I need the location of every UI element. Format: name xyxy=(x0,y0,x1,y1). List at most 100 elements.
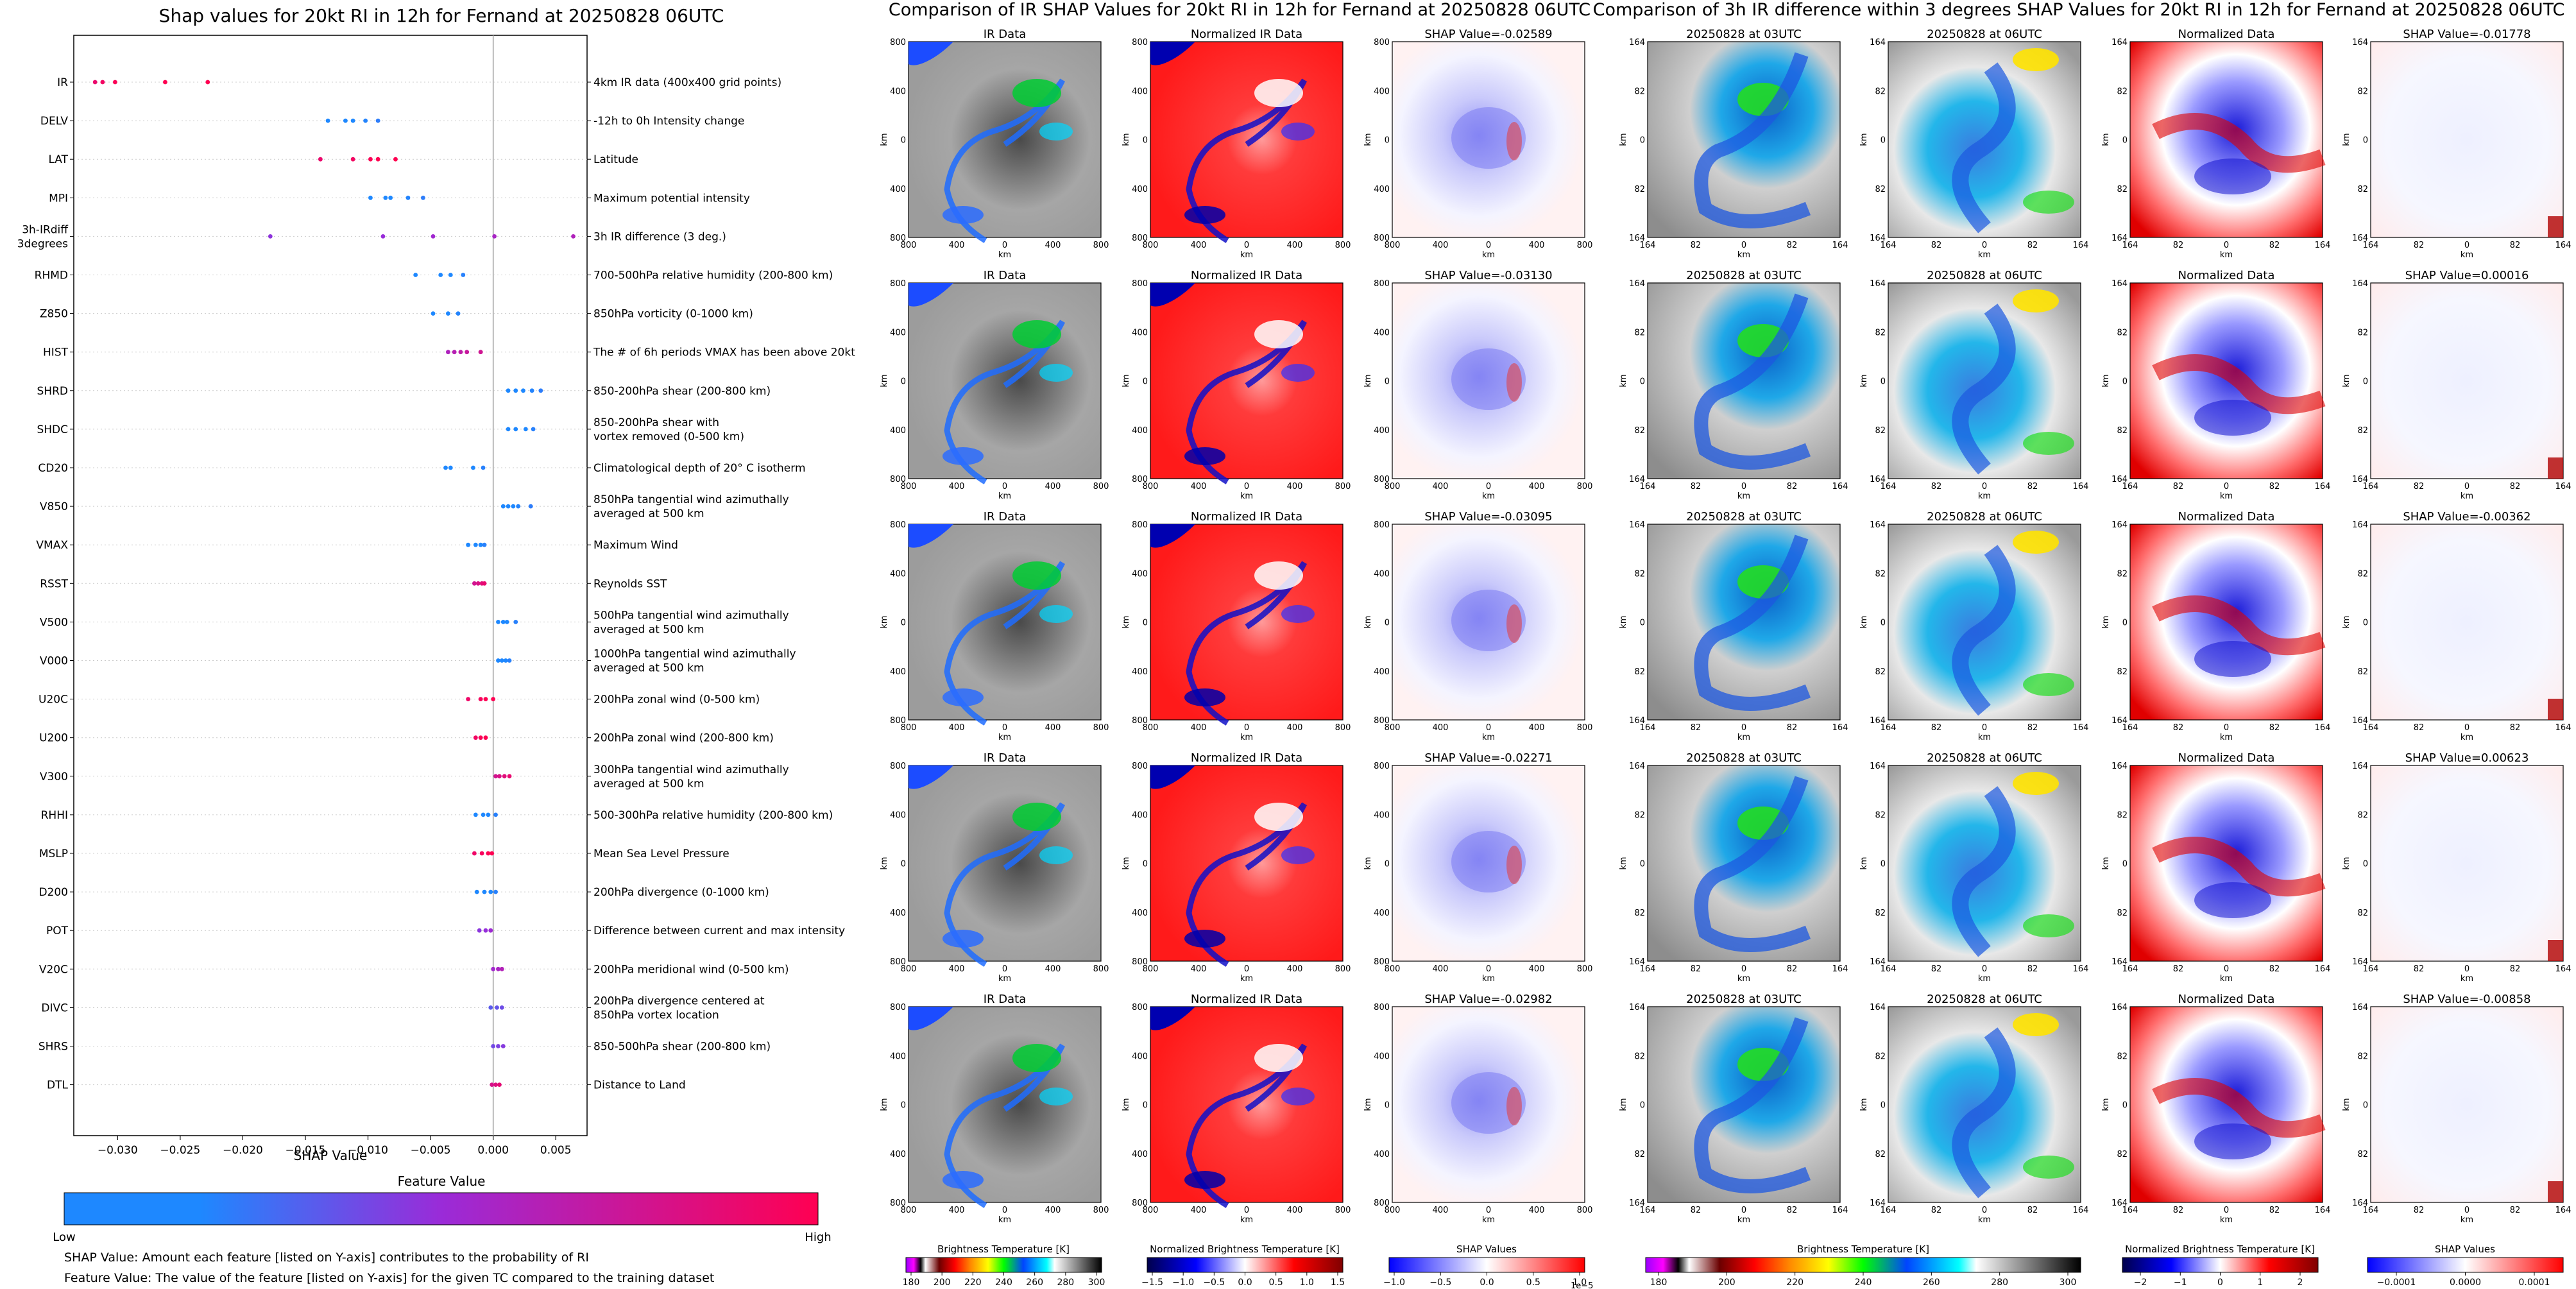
panel-ytick-label: 400 xyxy=(890,185,906,194)
shap-corner xyxy=(2548,457,2563,479)
panel-ytick-label: 400 xyxy=(1374,87,1390,96)
diff-map-panel: Normalized Data 164 82 0 82 164 km 164 82 0 82 164 k… xyxy=(2101,751,2330,984)
panel-ytick-label: 800 xyxy=(1374,762,1390,771)
cloud-patch xyxy=(1039,1088,1073,1105)
panel-xtick-label: 82 xyxy=(1931,723,1942,733)
panel-ytick-label: 800 xyxy=(1132,475,1148,484)
ir-map-panel: Normalized IR Data 800 400 0 400 800 km 800 400 0… xyxy=(1122,269,1351,501)
shap-point xyxy=(493,812,498,817)
storm-core xyxy=(1254,803,1303,831)
cloud-patch xyxy=(1150,1007,1195,1030)
panel-ytick-label: 164 xyxy=(1870,520,1886,530)
panel-ytick-label: 800 xyxy=(1374,520,1390,530)
shap-point xyxy=(504,620,509,624)
shap-point xyxy=(488,1005,493,1010)
panel-ylabel: km xyxy=(880,133,889,146)
feature-description: 850-200hPa shear with vortex removed (0-5… xyxy=(593,416,744,443)
panel-ytick-label: 82 xyxy=(2117,1150,2128,1159)
feature-name: LAT xyxy=(48,153,68,166)
diff-panel-subtitle: Normalized Data xyxy=(2178,751,2275,765)
feature-low-label: Low xyxy=(53,1231,75,1244)
shap-point xyxy=(482,581,487,586)
panel-xtick-label: 82 xyxy=(1787,1206,1798,1215)
colorbar-tick-label: 0.5 xyxy=(1269,1277,1283,1288)
panel-xtick-label: 400 xyxy=(1191,241,1207,250)
cloud-band xyxy=(1694,534,1811,711)
colorbar-tick-label: −2 xyxy=(2134,1277,2147,1288)
feature-row: RHMD 700-500hPa relative humidity (200-80… xyxy=(35,269,833,282)
panel-ytick-label: 400 xyxy=(890,1052,906,1061)
panel-ytick-label: 800 xyxy=(1374,475,1390,484)
panel-xtick-label: 0 xyxy=(1741,241,1746,250)
shap-point xyxy=(431,311,436,316)
shap-point xyxy=(499,658,504,663)
colorbar-tick-label: −0.5 xyxy=(1203,1277,1225,1288)
feature-row: RHHI 500-300hPa relative humidity (200-80… xyxy=(41,809,833,822)
panel-xtick-label: 164 xyxy=(2122,964,2138,974)
colorbar-tick-label: 220 xyxy=(1786,1277,1804,1288)
diff-map-panel: SHAP Value=-0.01778 164 82 0 82 164 km 164 82 0 82… xyxy=(2342,28,2571,260)
feature-description: Maximum potential intensity xyxy=(593,192,750,205)
cloud-band xyxy=(1694,52,1811,228)
shap-point xyxy=(486,851,491,856)
shap-point xyxy=(473,542,478,547)
panel-xtick-label: 82 xyxy=(1691,241,1702,250)
panel-ylabel: km xyxy=(2342,133,2351,146)
panel-ytick-label: 82 xyxy=(2357,810,2368,820)
shap-point xyxy=(571,234,576,239)
panel-xtick-label: 82 xyxy=(1691,1206,1702,1215)
cloud-core xyxy=(2023,191,2074,214)
shap-point xyxy=(478,542,483,547)
diff-map-panel: 20250828 at 03UTC 164 82 0 82 164 km 164 82 0 82 16… xyxy=(1619,28,1848,260)
shap-point xyxy=(205,80,210,85)
panel-xtick-label: 82 xyxy=(2269,482,2280,491)
colorbar-tick-label: 1.0 xyxy=(1300,1277,1314,1288)
panel-xtick-label: 0 xyxy=(1486,241,1491,250)
feature-description: Climatological depth of 20° C isotherm xyxy=(593,462,806,475)
panel-ytick-label: 400 xyxy=(890,328,906,337)
panel-ytick-label: 400 xyxy=(1374,426,1390,436)
shap-point xyxy=(318,157,323,162)
panel-xlabel: km xyxy=(2461,733,2473,742)
panel-xtick-label: 164 xyxy=(2315,723,2331,733)
feature-row: IR 4km IR data (400x400 grid points) xyxy=(57,76,781,89)
panel-xtick-label: 82 xyxy=(2269,964,2280,974)
shap-point xyxy=(492,234,497,239)
shap-point xyxy=(363,118,368,123)
cloud-patch xyxy=(1150,765,1195,789)
diff-map-panel: SHAP Value=0.00016 164 82 0 82 164 km 164 82 0 82 1… xyxy=(2342,269,2571,501)
diff-map-panel: 20250828 at 06UTC 164 82 0 82 164 km 164 82 0 82 16… xyxy=(1859,269,2088,501)
diff-map-panel: 20250828 at 03UTC 164 82 0 82 164 km 164 82 0 82 16… xyxy=(1619,269,1848,501)
panel-ytick-label: 82 xyxy=(2357,87,2368,96)
cloud-patch xyxy=(1281,846,1315,864)
panel-ytick-label: 0 xyxy=(1881,860,1886,869)
diff-band xyxy=(2152,1078,2326,1138)
xtick-label: −0.020 xyxy=(223,1144,263,1157)
feature-name: HIST xyxy=(43,346,69,359)
panel-xtick-label: 0 xyxy=(1002,723,1007,733)
shap-point xyxy=(481,465,486,470)
diff-band xyxy=(2152,354,2326,414)
panel-xtick-label: 0 xyxy=(1486,1206,1491,1215)
storm-core xyxy=(1254,561,1303,590)
panel-ytick-label: 82 xyxy=(1634,328,1645,337)
panel-xtick-label: 164 xyxy=(2363,241,2379,250)
shap-point xyxy=(413,273,418,277)
panel-xtick-label: 82 xyxy=(2027,241,2038,250)
panel-ytick-label: 82 xyxy=(1634,909,1645,918)
shap-point xyxy=(486,812,491,817)
panel-ytick-label: 0 xyxy=(901,1101,906,1111)
panel-xtick-label: 82 xyxy=(2510,723,2521,733)
shap-point xyxy=(516,504,521,509)
feature-row: V300 300hPa tangential wind azimuthally av… xyxy=(40,764,789,790)
panel-ytick-label: 0 xyxy=(1640,136,1645,146)
panel-ytick-label: 82 xyxy=(2357,1052,2368,1061)
colorbar-tick-label: −0.0001 xyxy=(2377,1277,2416,1288)
panel-ytick-label: 0 xyxy=(1385,860,1390,869)
colorbar-tick-label: 260 xyxy=(1923,1277,1940,1288)
panel-ylabel: km xyxy=(1619,857,1628,869)
feature-name: DTL xyxy=(47,1079,68,1092)
panel-xtick-label: 0 xyxy=(1741,723,1746,733)
panel-ylabel: km xyxy=(2101,133,2111,146)
panel-xtick-label: 82 xyxy=(1787,482,1798,491)
